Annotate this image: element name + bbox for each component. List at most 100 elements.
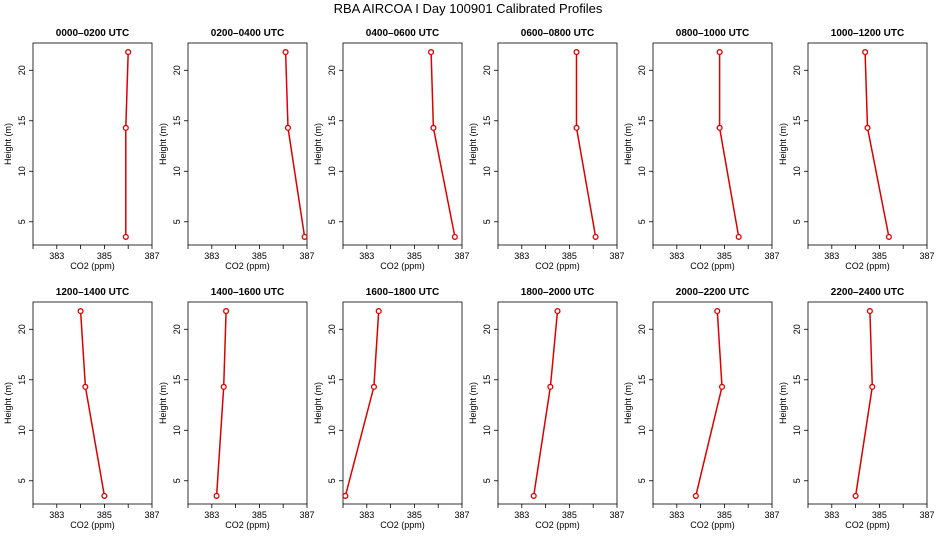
x-tick-label: 383 [514, 251, 529, 261]
y-tick-label: 20 [172, 324, 182, 334]
x-tick-label: 385 [717, 251, 732, 261]
y-tick-label: 15 [327, 375, 337, 385]
x-axis-label: CO2 (ppm) [225, 520, 270, 530]
y-tick-label: 15 [482, 375, 492, 385]
x-axis-label: CO2 (ppm) [845, 261, 890, 271]
panel-title: 1600–1800 UTC [366, 287, 439, 298]
data-point [885, 233, 892, 240]
data-point [220, 383, 227, 390]
data-point [862, 49, 869, 56]
plot-frame [497, 301, 618, 505]
data-point [284, 124, 292, 131]
y-axis-label: Height (m) [3, 382, 13, 424]
x-tick-label: 385 [407, 251, 422, 261]
figure-title: RBA AIRCOA I Day 100901 Calibrated Profi… [333, 1, 603, 16]
plot-frame [652, 301, 773, 505]
x-axis-label: CO2 (ppm) [70, 520, 115, 530]
x-tick-label: 385 [717, 510, 732, 520]
y-tick-label: 5 [482, 219, 492, 224]
x-tick-label: 387 [299, 251, 314, 261]
x-tick-label: 385 [407, 510, 422, 520]
data-point [716, 49, 723, 56]
data-point [573, 124, 580, 131]
y-tick-label: 20 [482, 65, 492, 75]
data-point [869, 383, 876, 390]
y-tick-label: 10 [482, 425, 492, 435]
y-tick-label: 5 [637, 219, 647, 224]
y-tick-label: 10 [482, 166, 492, 176]
x-tick-label: 387 [144, 510, 159, 520]
y-tick-label: 15 [637, 116, 647, 126]
panel-title: 0400–0600 UTC [366, 28, 439, 39]
data-point [375, 308, 382, 315]
x-axis-label: CO2 (ppm) [535, 261, 580, 271]
y-tick-label: 20 [637, 65, 647, 75]
plot-frame [32, 42, 153, 246]
data-point [451, 233, 458, 240]
plot-frame [32, 301, 153, 505]
x-tick-label: 387 [764, 510, 779, 520]
data-point [301, 233, 308, 240]
plot-frame [187, 42, 308, 246]
profile-panel: 1800–2000 UTC 383 385 387 5 10 15 20 CO2 (ppm) He… [468, 287, 625, 530]
y-axis-label: Height (m) [623, 123, 633, 165]
data-point [77, 308, 84, 315]
panel-title: 1800–2000 UTC [521, 287, 594, 298]
profile-line [215, 311, 227, 496]
y-axis-label: Height (m) [313, 382, 323, 424]
profile-line [695, 311, 723, 497]
x-axis-label: CO2 (ppm) [690, 261, 735, 271]
data-point [735, 233, 742, 240]
profile-panel: 0400–0600 UTC 383 385 387 5 10 15 20 CO2 (ppm) He… [313, 28, 470, 271]
x-tick-label: 385 [562, 251, 577, 261]
x-axis-label: CO2 (ppm) [380, 520, 425, 530]
panel-title: 0000–0200 UTC [56, 28, 129, 39]
x-tick-label: 383 [669, 251, 684, 261]
y-tick-label: 10 [637, 166, 647, 176]
profile-panel: 1600–1800 UTC 383 385 387 5 10 15 20 CO2 (ppm) He… [313, 287, 470, 530]
y-tick-label: 10 [17, 425, 27, 435]
profile-line [718, 52, 740, 238]
x-axis-label: CO2 (ppm) [380, 261, 425, 271]
y-tick-label: 15 [172, 375, 182, 385]
data-point [101, 492, 108, 499]
plot-frame [187, 301, 308, 505]
data-point [430, 124, 437, 131]
panel-title: 1000–1200 UTC [831, 28, 904, 39]
x-tick-label: 383 [359, 510, 374, 520]
y-tick-label: 5 [172, 219, 182, 224]
y-tick-label: 15 [327, 116, 337, 126]
x-tick-label: 385 [562, 510, 577, 520]
x-tick-label: 383 [204, 510, 219, 520]
y-tick-label: 10 [792, 166, 802, 176]
y-tick-label: 5 [792, 219, 802, 224]
y-tick-label: 5 [792, 478, 802, 483]
data-point [122, 124, 129, 131]
profile-line [575, 52, 597, 238]
x-tick-label: 383 [514, 510, 529, 520]
y-tick-label: 15 [17, 375, 27, 385]
y-axis-label: Height (m) [3, 123, 13, 165]
data-point [122, 233, 129, 240]
x-tick-label: 383 [359, 251, 374, 261]
data-point [554, 308, 561, 315]
y-axis-label: Height (m) [158, 123, 168, 165]
x-tick-label: 385 [97, 510, 112, 520]
profile-panel: 2200–2400 UTC 383 385 387 5 10 15 20 CO2 (ppm) He… [778, 287, 935, 530]
profile-panel: 2000–2200 UTC 383 385 387 5 10 15 20 CO2 (ppm) He… [623, 287, 780, 530]
y-tick-label: 20 [482, 324, 492, 334]
y-tick-label: 20 [17, 65, 27, 75]
y-tick-label: 20 [792, 65, 802, 75]
profile-line [284, 52, 306, 238]
x-axis-label: CO2 (ppm) [225, 261, 270, 271]
plot-frame [652, 42, 773, 246]
panel-title: 1400–1600 UTC [211, 287, 284, 298]
plot-frame [342, 301, 463, 505]
y-axis-label: Height (m) [158, 382, 168, 424]
data-point [692, 492, 699, 499]
y-tick-label: 15 [172, 116, 182, 126]
y-tick-label: 5 [327, 219, 337, 224]
data-point [718, 383, 726, 390]
y-tick-label: 15 [792, 116, 802, 126]
y-axis-label: Height (m) [778, 123, 788, 165]
